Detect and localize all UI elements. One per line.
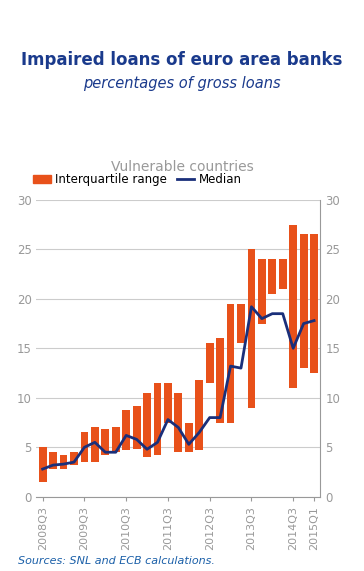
Bar (289, 224, 297, 388)
Bar (174, 393, 182, 452)
Bar (195, 380, 203, 451)
Bar (112, 428, 120, 452)
Bar (279, 259, 287, 289)
Bar (80, 432, 88, 462)
Legend: Interquartile range, Median: Interquartile range, Median (28, 168, 247, 191)
Bar (102, 429, 109, 455)
Text: Sources: SNL and ECB calculations.: Sources: SNL and ECB calculations. (18, 556, 215, 566)
Bar (185, 423, 193, 452)
Bar (164, 383, 172, 423)
Bar (258, 259, 266, 324)
Bar (248, 250, 255, 408)
Bar (310, 235, 318, 373)
Text: Impaired loans of euro area banks: Impaired loans of euro area banks (21, 50, 343, 69)
Bar (216, 339, 224, 423)
Bar (237, 304, 245, 343)
Bar (91, 428, 99, 462)
Bar (300, 235, 308, 368)
Bar (227, 304, 234, 423)
Bar (154, 383, 161, 455)
Bar (49, 452, 57, 469)
Bar (133, 406, 141, 449)
Bar (122, 409, 130, 451)
Bar (268, 259, 276, 294)
Text: percentages of gross loans: percentages of gross loans (83, 77, 281, 91)
Bar (39, 447, 47, 482)
Text: Vulnerable countries: Vulnerable countries (111, 160, 253, 174)
Bar (60, 455, 67, 469)
Bar (70, 452, 78, 465)
Bar (143, 393, 151, 457)
Bar (206, 343, 214, 383)
